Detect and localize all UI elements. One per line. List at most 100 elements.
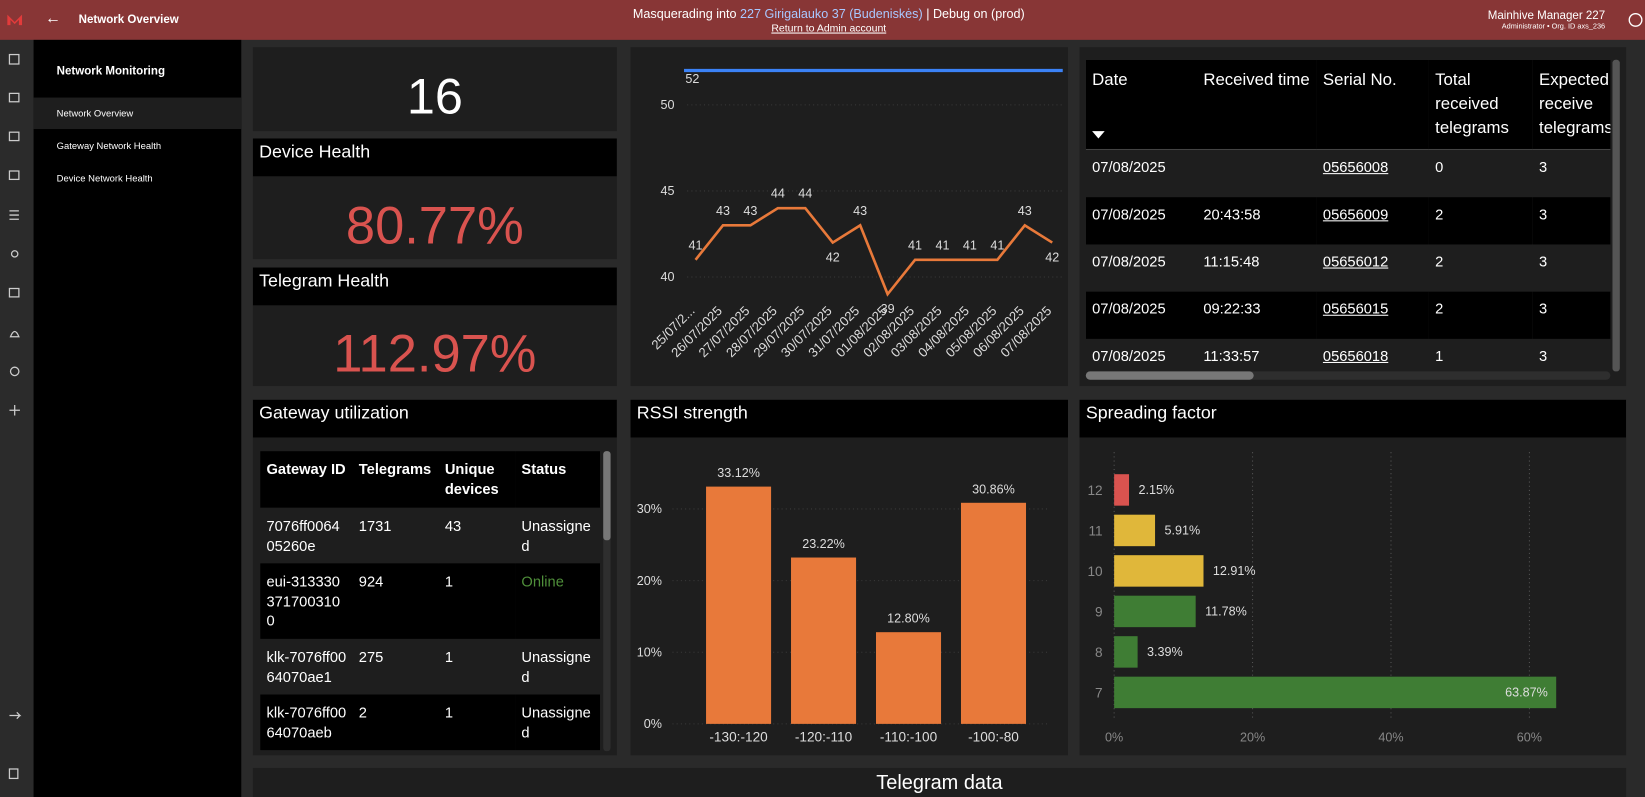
table-cell: 3 xyxy=(1533,339,1611,367)
cell-text: 2 xyxy=(358,704,367,721)
table-cell: 43 xyxy=(439,508,516,564)
card-title: Telegram Health xyxy=(252,267,617,306)
kpi-card: Device Health 80.77% xyxy=(252,138,617,260)
cell-text: 11:15:48 xyxy=(1203,252,1260,270)
cell-text: 43 xyxy=(444,517,462,534)
table-cell: 924 xyxy=(352,564,438,639)
serial-link[interactable]: 05656009 xyxy=(1322,205,1389,223)
status-text: Unassigned xyxy=(521,648,591,685)
cell-text: 11:33:57 xyxy=(1203,347,1260,365)
cell-text: eui-3133303717003100 xyxy=(266,573,340,629)
line-series xyxy=(694,206,1053,297)
table-cell: 1 xyxy=(439,564,516,639)
cell-text: 2 xyxy=(1435,300,1444,317)
table-row: 07/08/2025 11:15:48 05656012 2 3 xyxy=(1085,244,1611,292)
telegram-data-card: Telegram data xyxy=(252,767,1627,797)
data-label: 43 xyxy=(716,204,730,218)
cell-text: 7076ff006405260e xyxy=(266,517,340,554)
data-label: 23.22% xyxy=(802,537,845,551)
status-text: Unassigned xyxy=(521,704,591,741)
table-row: klk-7076ff0064070ae1 275 1 Unassigned xyxy=(260,638,601,695)
table-viewport: Date Received time Serial No. Total receive… xyxy=(1085,59,1611,368)
top-bar: ← Network Overview Masquerading into 227… xyxy=(0,0,1645,40)
kpi-card: Telegram Health 112.97% xyxy=(252,267,617,387)
bar xyxy=(1114,514,1156,547)
nav-icon[interactable] xyxy=(8,287,20,298)
table-cell: 2 xyxy=(352,695,438,751)
column-header: Unique devices xyxy=(439,451,516,508)
table-row: 07/08/2025 05656008 0 3 xyxy=(1085,149,1611,198)
table-cell: klk-7076ff0064070ae1 xyxy=(260,639,352,695)
spreading-card: Spreading factor 0% 20% 40% 60% 12 2.15% 11 5.9… xyxy=(1079,399,1627,756)
column-header-text: Serial No. xyxy=(1322,71,1397,90)
serial-link[interactable]: 05656008 xyxy=(1322,158,1389,176)
nav-icon[interactable] xyxy=(8,92,20,103)
table-cell: 2 xyxy=(1429,244,1533,291)
column-header-text: Total received telegrams xyxy=(1435,71,1509,138)
nav-icon[interactable] xyxy=(9,711,22,720)
serial-link[interactable]: 05656018 xyxy=(1322,347,1389,365)
cell-text: 2 xyxy=(1435,252,1444,270)
cell-text: 275 xyxy=(358,648,384,666)
y-tick-label: 8 xyxy=(1095,645,1103,660)
y-tick-label: 10% xyxy=(637,645,662,659)
cell-text: 07/08/2025 xyxy=(1092,158,1166,176)
v-scrollbar[interactable] xyxy=(1612,59,1620,372)
help-icon[interactable] xyxy=(1627,12,1644,29)
data-label: 63.87% xyxy=(1505,686,1548,700)
header-row: Gateway ID Telegrams Unique devices Status xyxy=(260,451,601,508)
y-tick-label: 10 xyxy=(1087,564,1103,579)
sort-arrow xyxy=(1092,131,1105,139)
cell-text: 1 xyxy=(444,648,453,666)
serial-link[interactable]: 05656012 xyxy=(1322,252,1389,270)
column-header: Status xyxy=(515,451,600,508)
nav-icon[interactable] xyxy=(9,366,20,377)
table-row: 07/08/2025 09:22:33 05656015 2 3 xyxy=(1085,291,1611,339)
nav-icon[interactable] xyxy=(8,170,20,181)
cell-text: 0 xyxy=(1435,158,1444,176)
rssi-card: RSSI strength 0% 10% 20% 30% 33.12% -130:-120… xyxy=(630,399,1068,756)
y-tick-label: 40 xyxy=(661,270,675,284)
card-title: Device Health xyxy=(252,138,617,177)
x-tick-label: 60% xyxy=(1517,731,1542,745)
column-header-text: Expected to receive telegrams xyxy=(1539,71,1611,138)
table-cell: 20:43:58 xyxy=(1197,197,1317,244)
data-label: 41 xyxy=(935,238,949,252)
cell-text: 3 xyxy=(1539,252,1548,270)
sidebar-item[interactable]: Gateway Network Health xyxy=(56,140,162,152)
sidebar-item[interactable]: Device Network Health xyxy=(56,173,153,184)
reference-label: 52 xyxy=(685,72,699,86)
cell-text: 3 xyxy=(1539,158,1548,176)
serial-table-card: Date Received time Serial No. Total receive… xyxy=(1079,47,1627,387)
table-cell: 1 xyxy=(439,695,516,751)
table-cell: 07/08/2025 xyxy=(1086,149,1197,197)
sidebar-item[interactable]: Network Overview xyxy=(56,108,134,119)
hbar-chart: 0% 20% 40% 60% 12 2.15% 11 5.91% 10 12.91% 9 11.78%… xyxy=(1087,452,1557,745)
x-tick-label: 20% xyxy=(1240,731,1265,745)
serial-link[interactable]: 05656015 xyxy=(1322,300,1389,317)
column-header-text: Date xyxy=(1092,71,1128,90)
return-link[interactable]: Return to Admin account xyxy=(771,23,887,35)
v-scrollbar[interactable] xyxy=(603,451,611,752)
table-cell: 1731 xyxy=(352,508,438,564)
nav-icon[interactable] xyxy=(8,768,19,780)
table-cell: 0 xyxy=(1429,149,1533,197)
h-scrollbar[interactable] xyxy=(1085,371,1611,380)
masquerade-target[interactable]: 227 Girigalauko 37 (Budeniskės) xyxy=(740,6,923,21)
nav-icon[interactable] xyxy=(8,131,20,142)
nav-icon[interactable] xyxy=(9,330,20,338)
serial-table: Date Received time Serial No. Total receive… xyxy=(1085,59,1611,368)
nav-icon[interactable] xyxy=(10,250,19,258)
data-label: 12.91% xyxy=(1213,564,1256,578)
cell-text: 1 xyxy=(1435,347,1444,365)
back-button[interactable]: ← xyxy=(45,9,61,28)
x-tick-label: -120:-110 xyxy=(795,730,853,745)
x-tick-label: -100:-80 xyxy=(968,730,1019,745)
nav-icon[interactable] xyxy=(9,404,20,416)
data-label: 41 xyxy=(908,238,922,252)
masquerade-info: Masquerading into 227 Girigalauko 37 (Bu… xyxy=(420,6,1238,21)
table-row: eui-3133303717003100 924 1 Online xyxy=(260,563,601,639)
nav-icon[interactable] xyxy=(9,210,19,220)
nav-icon[interactable] xyxy=(8,53,20,65)
